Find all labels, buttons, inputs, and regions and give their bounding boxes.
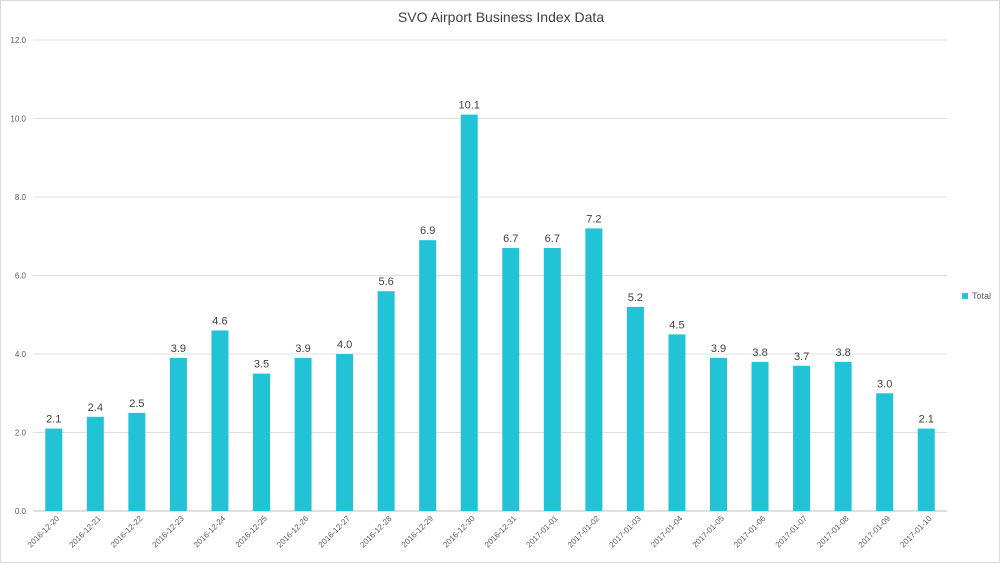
x-tick-label: 2017-01-03	[608, 514, 644, 550]
data-label: 2.1	[46, 414, 61, 426]
x-tick-label: 2016-12-25	[234, 514, 270, 550]
x-tick-label: 2016-12-28	[358, 514, 394, 550]
x-tick-label: 2016-12-24	[192, 514, 228, 550]
bar	[253, 373, 270, 511]
y-tick-label: 8.0	[15, 193, 27, 202]
data-label: 3.7	[794, 351, 809, 363]
data-label: 3.5	[254, 359, 269, 371]
data-label: 7.2	[586, 213, 601, 225]
bar	[294, 357, 312, 511]
y-tick-label: 12.0	[10, 36, 26, 45]
data-label: 3.9	[711, 343, 726, 355]
data-label: 4.6	[212, 315, 227, 327]
x-tick-label: 2016-12-20	[26, 514, 62, 550]
bar	[211, 330, 229, 511]
x-tick-label: 2017-01-10	[898, 514, 934, 550]
data-label: 6.9	[420, 225, 435, 237]
y-tick-label: 10.0	[10, 115, 26, 124]
bar	[45, 428, 63, 511]
data-label: 4.0	[337, 339, 352, 351]
legend-swatch-total	[962, 293, 968, 299]
data-label: 5.2	[628, 292, 643, 304]
x-tick-label: 2016-12-21	[67, 514, 103, 550]
data-label: 5.6	[378, 276, 393, 288]
bar	[710, 357, 727, 511]
data-label: 2.4	[88, 402, 103, 414]
data-label: 3.8	[752, 347, 767, 359]
bar	[128, 412, 146, 511]
data-label: 2.1	[919, 414, 934, 426]
y-tick-label: 4.0	[15, 350, 27, 359]
x-tick-label: 2017-01-06	[732, 514, 768, 550]
x-tick-label: 2016-12-23	[151, 514, 187, 550]
bar	[917, 428, 935, 511]
x-tick-label: 2017-01-07	[774, 514, 810, 550]
data-label: 3.9	[171, 343, 186, 355]
chart-title: SVO Airport Business Index Data	[397, 9, 605, 25]
x-tick-label: 2017-01-09	[857, 514, 893, 550]
x-tick-label: 2016-12-30	[441, 514, 477, 550]
data-label: 4.5	[669, 319, 684, 331]
bar	[876, 393, 894, 511]
x-tick-label: 2017-01-08	[815, 514, 851, 550]
bar	[419, 240, 437, 512]
bar	[626, 306, 644, 511]
x-tick-label: 2016-12-31	[483, 514, 519, 550]
data-label: 3.9	[295, 343, 310, 355]
y-tick-label: 0.0	[15, 507, 27, 516]
bar	[543, 248, 561, 511]
bar	[460, 114, 478, 511]
x-tick-label: 2017-01-05	[691, 514, 727, 550]
legend: Total	[962, 291, 991, 301]
bar	[336, 354, 354, 511]
data-label: 3.0	[877, 378, 892, 390]
x-tick-label: 2016-12-27	[317, 514, 353, 550]
y-tick-label: 2.0	[15, 429, 27, 438]
legend-label-total: Total	[972, 291, 992, 301]
bar	[169, 357, 187, 511]
x-tick-label: 2017-01-01	[524, 514, 560, 550]
bar	[585, 228, 603, 511]
bar	[668, 334, 686, 511]
bar	[86, 416, 104, 511]
data-label: 6.7	[545, 233, 560, 245]
bar	[793, 365, 811, 511]
x-tick-label: 2016-12-26	[275, 514, 311, 550]
data-label: 3.8	[835, 347, 850, 359]
x-tick-label: 2016-12-22	[109, 514, 145, 550]
data-label: 10.1	[459, 100, 480, 112]
bar	[751, 361, 769, 511]
bar	[834, 361, 852, 511]
x-tick-label: 2017-01-04	[649, 514, 685, 550]
bar	[502, 248, 520, 511]
x-tick-label: 2017-01-02	[566, 514, 602, 550]
bar	[377, 291, 395, 511]
data-label: 2.5	[129, 398, 144, 410]
data-label: 6.7	[503, 233, 518, 245]
y-tick-label: 6.0	[15, 272, 27, 281]
x-tick-label: 2016-12-29	[400, 514, 436, 550]
